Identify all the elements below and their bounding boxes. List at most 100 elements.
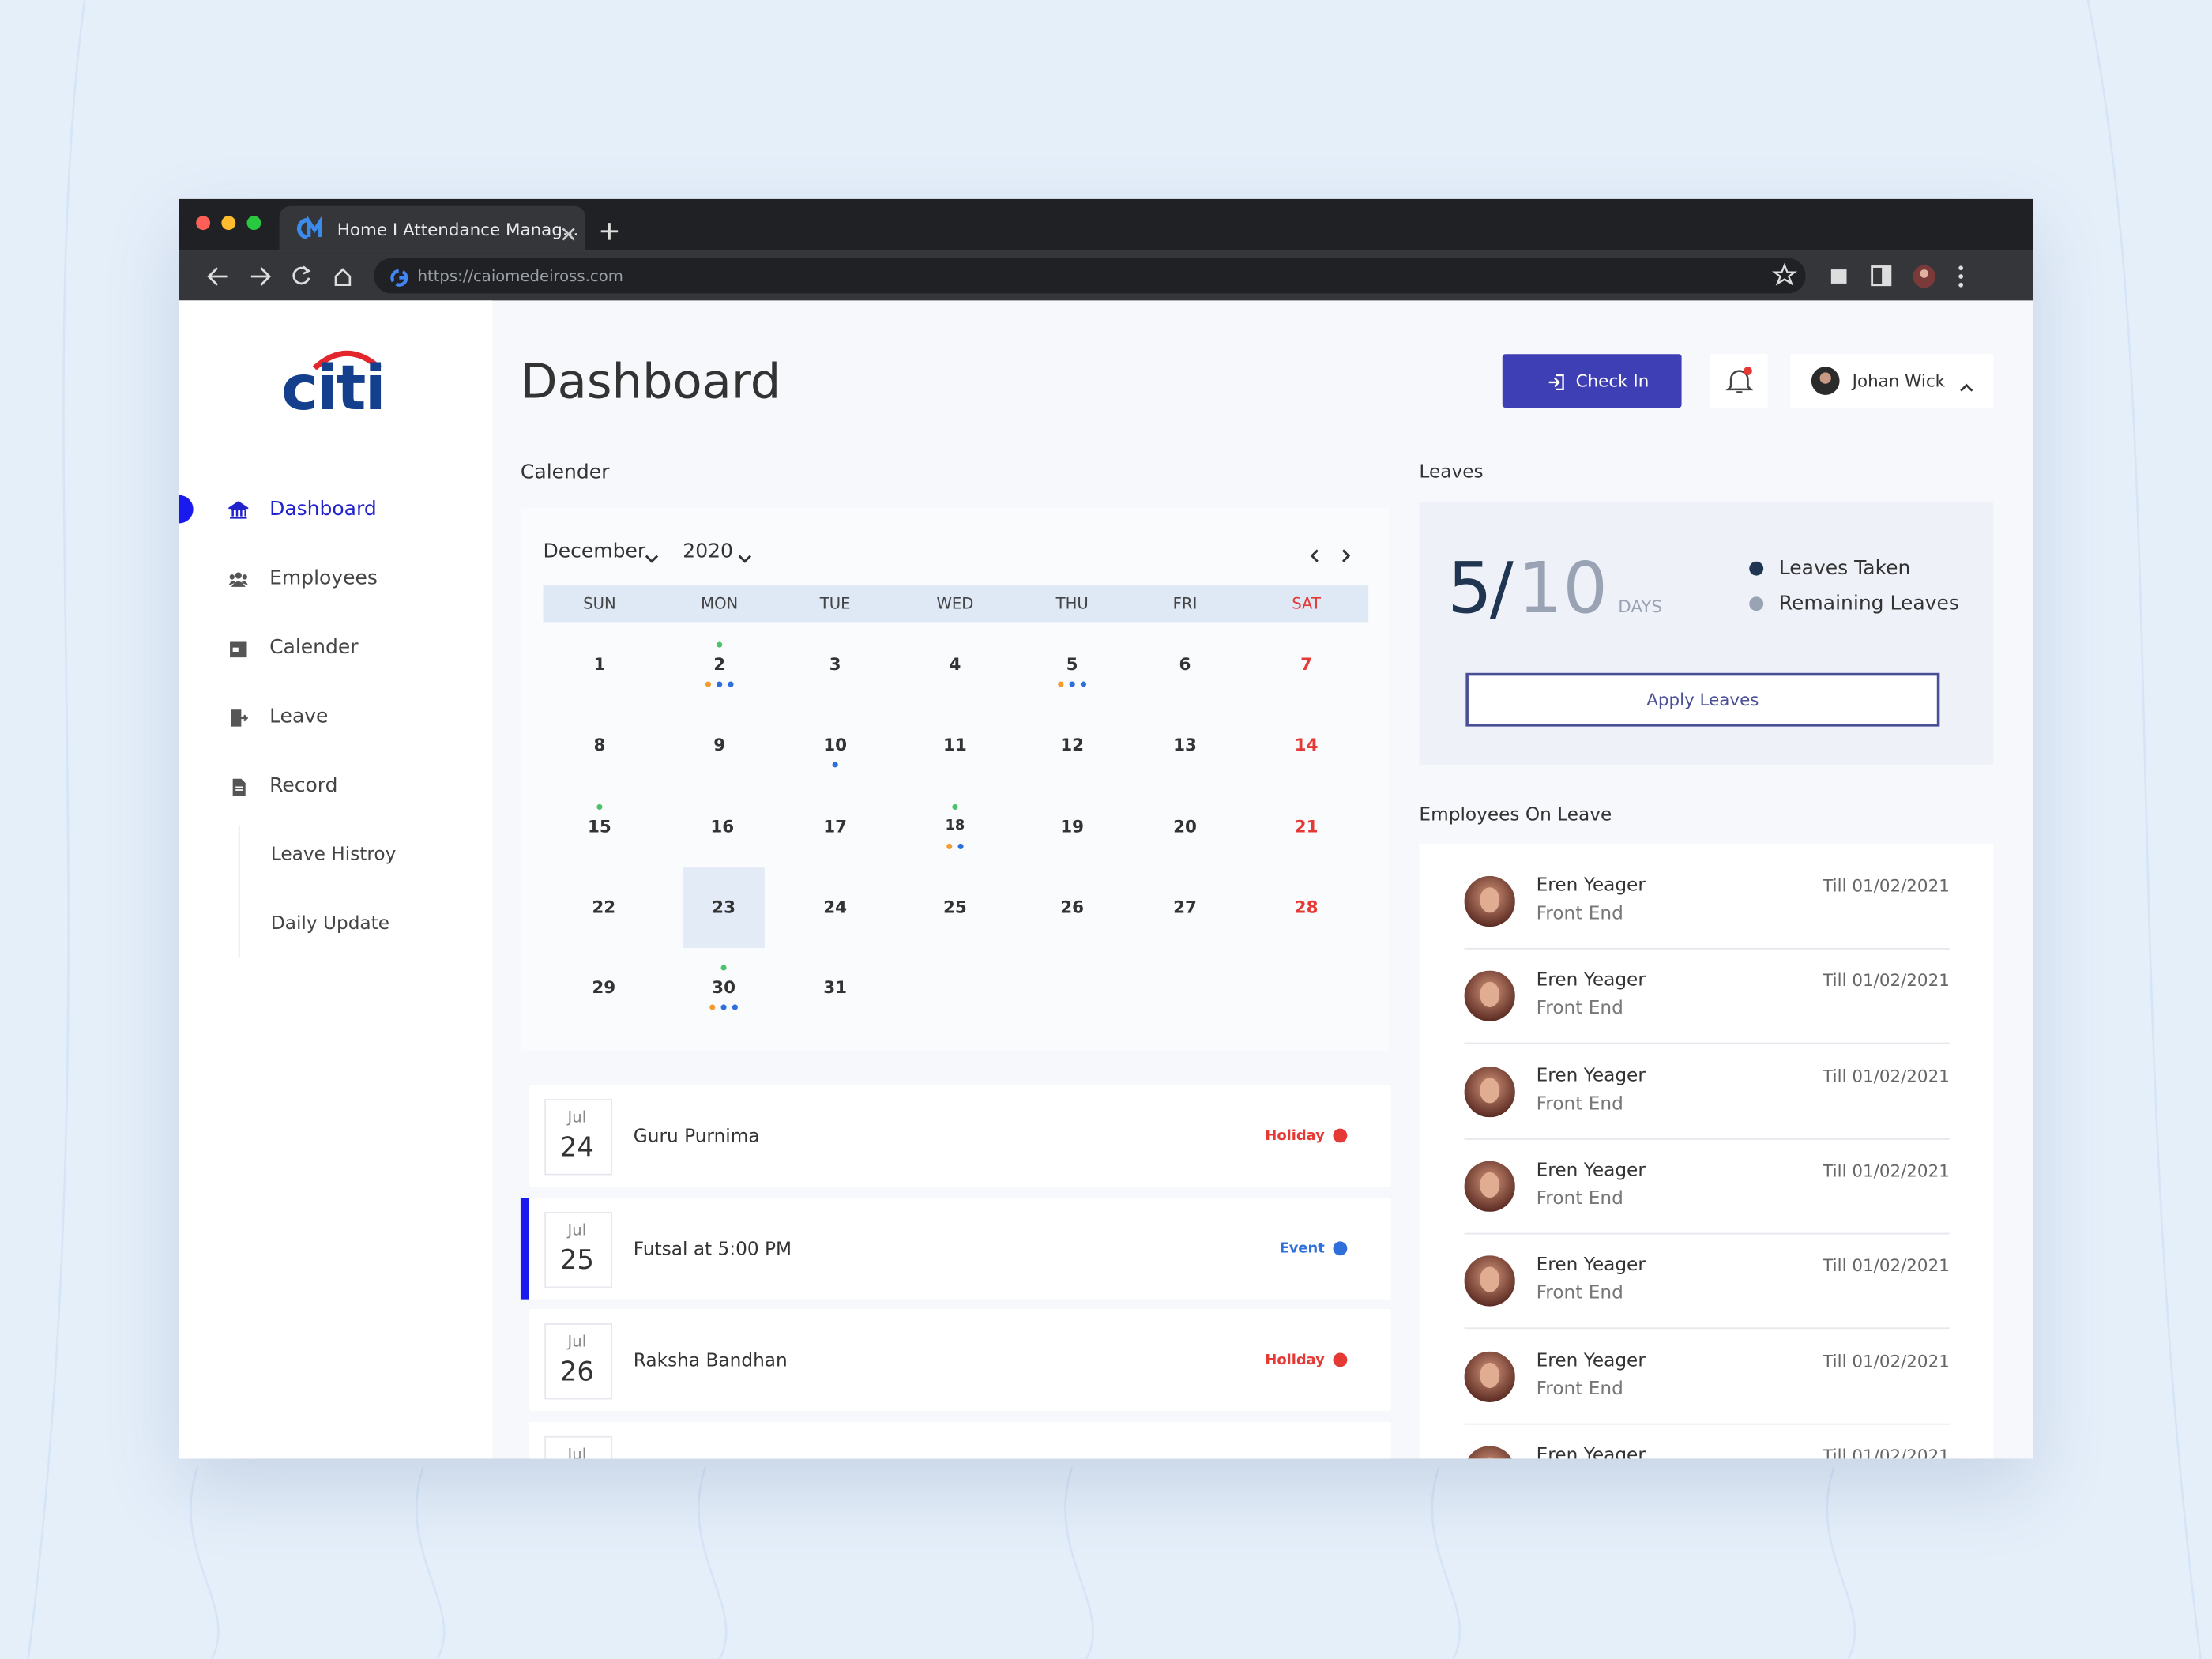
active-indicator [179, 495, 194, 524]
calendar-day[interactable]: 4 [949, 654, 961, 675]
event-card[interactable] [529, 1421, 1391, 1459]
employee-role: Front End [1536, 1283, 1623, 1305]
dot [196, 216, 211, 231]
year-caret-svg [738, 555, 752, 563]
calendar-day[interactable]: 15 [588, 816, 611, 837]
calendar-day[interactable]: 27 [1173, 897, 1197, 917]
nav-item[interactable]: Calender [269, 636, 359, 659]
calendar-day[interactable]: 7 [1300, 654, 1313, 675]
new-tab-svg [600, 223, 619, 240]
divider [1464, 947, 1950, 950]
employee-till: Till 01/02/2021 [1823, 875, 1950, 896]
dot [705, 681, 711, 687]
calendar-day[interactable]: 19 [1060, 816, 1085, 837]
check-in-button[interactable] [1502, 354, 1682, 408]
year-select[interactable]: 2020 [683, 540, 733, 563]
employee-till: Till 01/02/2021 [1823, 1255, 1950, 1276]
month-select[interactable]: December [543, 540, 646, 563]
address-bar[interactable] [374, 258, 1806, 294]
google-g-svg [390, 269, 408, 287]
check-in-label[interactable]: Check In [1575, 371, 1650, 391]
event-month: Jul [567, 1444, 587, 1459]
nav-buttons[interactable] [205, 262, 359, 291]
calendar-day[interactable]: 26 [1060, 897, 1085, 917]
calendar-day[interactable]: 23 [712, 897, 735, 917]
weekday: FRI [1172, 594, 1198, 613]
calendar-day[interactable]: 5 [1066, 654, 1078, 675]
nav-icon-svg [232, 778, 246, 796]
year-caret[interactable] [736, 544, 753, 563]
nav-icon [228, 776, 248, 796]
leaves-taken: 5 [1447, 547, 1492, 630]
month-caret[interactable] [643, 544, 660, 563]
nav-item[interactable]: Record [269, 774, 338, 797]
weekday: WED [936, 594, 974, 613]
calendar-day[interactable]: 16 [710, 816, 735, 837]
next-month[interactable] [1337, 543, 1354, 562]
calendar-day[interactable]: 20 [1173, 816, 1197, 837]
nav-icon [228, 569, 249, 589]
tab-close[interactable] [560, 221, 577, 241]
event-day: 26 [559, 1356, 594, 1388]
dot [596, 803, 603, 810]
calendar-day[interactable]: 9 [713, 735, 726, 755]
employee-avatar-svg [1467, 1446, 1512, 1459]
employee-name: Eren Yeager [1536, 970, 1646, 991]
dot [1080, 681, 1086, 687]
user-avatar-svg [1811, 367, 1840, 395]
calendar-day[interactable]: 24 [823, 897, 848, 917]
favicon-svg [296, 215, 322, 239]
employee-avatar-svg [1464, 875, 1515, 927]
prev-month-svg [1310, 549, 1319, 562]
calendar-day[interactable]: 22 [592, 897, 616, 917]
nav-item[interactable]: Employees [269, 566, 378, 590]
calendar-day[interactable]: 18 [945, 818, 965, 834]
employee-avatar [1464, 1350, 1515, 1402]
apply-leaves-button[interactable] [1465, 672, 1940, 727]
leaves-total: 10 [1518, 547, 1608, 630]
dot [717, 641, 723, 648]
new-tab[interactable] [600, 220, 619, 240]
user-caret[interactable] [1958, 374, 1975, 392]
divider [1464, 1327, 1950, 1330]
tab[interactable] [279, 205, 586, 251]
calendar-day[interactable]: 1 [593, 654, 606, 675]
user-name[interactable]: Johan Wick [1852, 371, 1946, 391]
logo: citi [280, 352, 386, 425]
calendar-day[interactable]: 12 [1060, 735, 1085, 755]
notification-button[interactable] [1710, 354, 1768, 408]
employee-avatar [1464, 1161, 1515, 1212]
calendar-day[interactable]: 28 [1294, 897, 1319, 917]
employee-name: Eren Yeager [1536, 1160, 1646, 1182]
weekday: MON [701, 594, 739, 613]
nav-item[interactable]: Dashboard [269, 498, 377, 521]
sub-nav-item[interactable]: Leave Histroy [270, 844, 397, 866]
dot [732, 1004, 738, 1010]
calendar-day[interactable]: 21 [1294, 816, 1319, 837]
calendar-day[interactable]: 8 [593, 735, 606, 755]
calendar-day[interactable]: 2 [713, 654, 726, 675]
employee-avatar-svg [1464, 1066, 1515, 1117]
calendar-day[interactable]: 30 [712, 977, 735, 998]
event-card[interactable] [529, 1085, 1391, 1187]
leaves-separator: / [1489, 547, 1514, 630]
apply-leaves-label[interactable]: Apply Leaves [1646, 690, 1759, 710]
prev-month[interactable] [1307, 543, 1323, 562]
calendar-day[interactable]: 11 [943, 735, 967, 755]
calendar-day[interactable]: 13 [1173, 735, 1197, 755]
event-title: Raksha Bandhan [633, 1350, 788, 1372]
nav-item[interactable]: Leave [269, 705, 329, 728]
sub-nav-item[interactable]: Daily Update [270, 913, 390, 935]
calendar-day[interactable]: 14 [1294, 735, 1319, 755]
calendar-day[interactable]: 25 [943, 897, 967, 917]
event-card[interactable] [529, 1309, 1391, 1411]
calendar-day[interactable]: 17 [823, 816, 848, 837]
calendar-day[interactable]: 29 [592, 977, 616, 998]
toolbar-icons[interactable] [1771, 262, 1977, 291]
calendar-day[interactable]: 10 [823, 735, 848, 755]
calendar-day[interactable]: 3 [829, 654, 841, 675]
employee-avatar [1464, 875, 1515, 927]
calendar-day[interactable]: 6 [1179, 654, 1191, 675]
calendar-day[interactable]: 31 [823, 977, 848, 998]
event-card[interactable] [529, 1197, 1391, 1299]
